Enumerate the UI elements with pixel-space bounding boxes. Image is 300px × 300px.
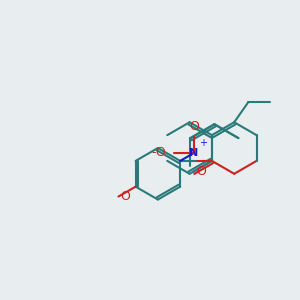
Text: O: O bbox=[120, 190, 130, 203]
Text: +: + bbox=[199, 138, 207, 148]
Text: O: O bbox=[189, 120, 199, 133]
Text: O: O bbox=[196, 165, 206, 178]
Text: N: N bbox=[189, 148, 199, 158]
Text: -O: -O bbox=[152, 146, 166, 160]
